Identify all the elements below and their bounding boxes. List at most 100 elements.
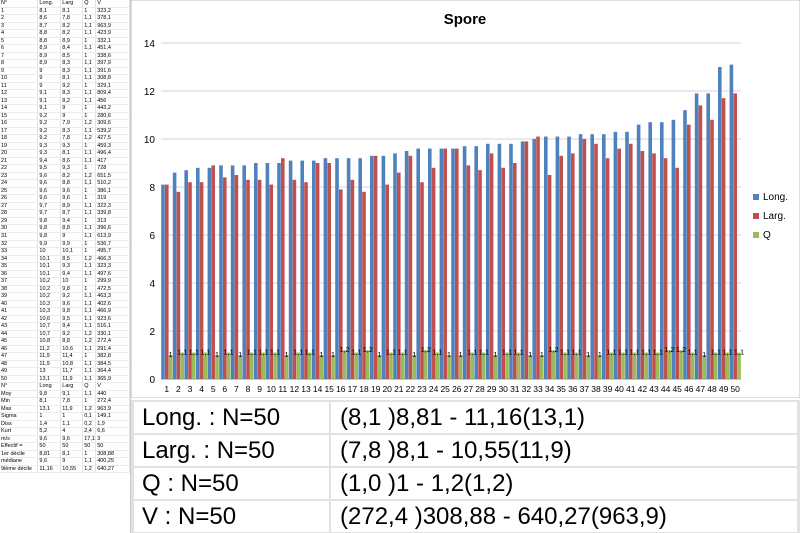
table-cell[interactable]: 1,2 bbox=[82, 465, 97, 474]
table-cell[interactable]: 39 bbox=[0, 292, 39, 301]
table-cell[interactable]: 10 bbox=[37, 247, 62, 256]
table-cell[interactable]: 8 bbox=[0, 59, 39, 68]
table-cell[interactable]: 9 bbox=[37, 67, 62, 76]
table-cell[interactable]: 8,8 bbox=[60, 224, 84, 233]
table-cell[interactable]: 417 bbox=[95, 157, 130, 166]
table-cell[interactable]: 1 bbox=[82, 240, 97, 248]
table-cell[interactable]: 9,6 bbox=[37, 435, 62, 444]
table-cell[interactable]: 9 bbox=[0, 67, 39, 76]
table-cell[interactable]: 9 bbox=[37, 74, 62, 83]
table-cell[interactable]: 510,2 bbox=[95, 179, 130, 188]
table-cell[interactable]: 402,6 bbox=[95, 300, 130, 309]
table-cell[interactable]: m/s bbox=[0, 435, 39, 444]
table-cell[interactable]: 1,2 bbox=[82, 337, 97, 346]
table-cell[interactable]: 1 bbox=[82, 7, 97, 16]
table-cell[interactable]: 9,8 bbox=[37, 217, 62, 226]
table-cell[interactable]: 384,5 bbox=[95, 360, 130, 369]
table-cell[interactable]: 1 bbox=[82, 52, 97, 61]
table-cell[interactable]: 10,1 bbox=[60, 247, 84, 256]
table-cell[interactable]: 29 bbox=[0, 217, 39, 226]
table-cell[interactable]: 45 bbox=[0, 337, 39, 346]
table-cell[interactable]: 8,6 bbox=[60, 157, 84, 166]
table-cell[interactable]: 291,4 bbox=[95, 345, 130, 354]
table-cell[interactable]: 9,2 bbox=[37, 119, 62, 128]
table-cell[interactable]: 9,2 bbox=[37, 134, 62, 143]
table-cell[interactable]: 50 bbox=[82, 442, 97, 451]
table-cell[interactable]: V bbox=[95, 382, 130, 391]
table-cell[interactable]: 440 bbox=[95, 390, 130, 399]
table-cell[interactable]: 728 bbox=[95, 164, 130, 173]
table-cell[interactable]: 8,9 bbox=[37, 59, 62, 68]
table-cell[interactable]: 8,3 bbox=[60, 59, 84, 68]
table-cell[interactable]: 1 bbox=[82, 397, 97, 406]
table-cell[interactable]: 1,1 bbox=[82, 89, 97, 98]
table-cell[interactable]: 2,4 bbox=[82, 427, 97, 436]
table-cell[interactable]: 9,6 bbox=[37, 457, 62, 466]
table-cell[interactable]: 17,1 bbox=[82, 435, 97, 444]
table-cell[interactable]: 13,1 bbox=[37, 405, 62, 414]
table-cell[interactable]: 25 bbox=[0, 187, 39, 196]
table-cell[interactable]: 1,1 bbox=[82, 74, 97, 83]
table-cell[interactable]: médiane bbox=[0, 457, 39, 466]
table-cell[interactable]: 1,1 bbox=[82, 270, 97, 279]
table-cell[interactable]: 10,2 bbox=[37, 277, 62, 286]
table-cell[interactable]: 9,3 bbox=[60, 164, 84, 173]
table-cell[interactable]: 16 bbox=[0, 119, 39, 128]
table-cell[interactable]: 9,4 bbox=[60, 322, 84, 331]
table-cell[interactable]: 9,3 bbox=[37, 149, 62, 158]
table-cell[interactable]: 1,1 bbox=[82, 390, 97, 399]
table-cell[interactable]: Max bbox=[0, 405, 39, 414]
table-cell[interactable]: 10,6 bbox=[60, 345, 84, 354]
table-cell[interactable]: 472,5 bbox=[95, 285, 130, 294]
table-cell[interactable]: 9,2 bbox=[60, 82, 84, 91]
table-cell[interactable]: 9 bbox=[60, 232, 84, 241]
table-cell[interactable]: 9,8 bbox=[37, 224, 62, 233]
table-cell[interactable]: 516,1 bbox=[95, 322, 130, 331]
table-cell[interactable]: 9,6 bbox=[60, 435, 84, 444]
table-cell[interactable]: 37 bbox=[0, 277, 39, 286]
table-cell[interactable]: 1 bbox=[0, 7, 39, 16]
table-cell[interactable]: 1 bbox=[82, 217, 97, 226]
table-cell[interactable]: 1,1 bbox=[82, 360, 97, 369]
table-cell[interactable]: 41 bbox=[0, 307, 39, 316]
table-cell[interactable]: 1,1 bbox=[82, 157, 97, 166]
table-cell[interactable]: 963,9 bbox=[95, 22, 130, 31]
table-cell[interactable]: 10,3 bbox=[37, 300, 62, 309]
table-cell[interactable]: 3 bbox=[95, 435, 130, 444]
table-cell[interactable]: 10 bbox=[0, 74, 39, 83]
table-cell[interactable]: 8,1 bbox=[60, 149, 84, 158]
table-cell[interactable]: 299,9 bbox=[95, 277, 130, 286]
table-cell[interactable]: 9,8 bbox=[60, 307, 84, 316]
table-cell[interactable]: 1 bbox=[82, 194, 97, 203]
table-cell[interactable]: 44 bbox=[0, 330, 39, 339]
table-cell[interactable]: 17 bbox=[0, 127, 39, 136]
table-cell[interactable]: 32 bbox=[0, 240, 39, 248]
table-cell[interactable]: 1,9 bbox=[95, 420, 130, 429]
table-cell[interactable]: 10,8 bbox=[37, 337, 62, 346]
table-cell[interactable]: 1,1 bbox=[82, 300, 97, 309]
table-cell[interactable]: 8,2 bbox=[60, 22, 84, 31]
table-cell[interactable]: 8,5 bbox=[60, 52, 84, 61]
table-cell[interactable]: 35 bbox=[0, 262, 39, 271]
table-cell[interactable]: Sigma bbox=[0, 412, 39, 421]
table-cell[interactable]: 33 bbox=[0, 247, 39, 256]
table-cell[interactable]: 149,1 bbox=[95, 412, 130, 421]
table-cell[interactable]: 1,1 bbox=[82, 322, 97, 331]
table-cell[interactable]: 10,1 bbox=[37, 255, 62, 264]
table-cell[interactable]: 42 bbox=[0, 315, 39, 324]
table-cell[interactable]: 386,1 bbox=[95, 187, 130, 196]
table-cell[interactable]: 1,1 bbox=[60, 420, 84, 429]
table-cell[interactable]: 22 bbox=[0, 164, 39, 173]
table-cell[interactable]: 323,3 bbox=[95, 262, 130, 271]
table-cell[interactable]: 11,2 bbox=[37, 345, 62, 354]
table-cell[interactable]: 423,9 bbox=[95, 29, 130, 38]
table-cell[interactable]: 9,3 bbox=[60, 142, 84, 151]
table-cell[interactable]: 12 bbox=[0, 89, 39, 98]
table-cell[interactable]: 1,1 bbox=[82, 44, 97, 53]
table-cell[interactable]: 9 bbox=[60, 112, 84, 121]
table-cell[interactable]: 456 bbox=[95, 97, 130, 106]
table-cell[interactable]: 1,1 bbox=[82, 127, 97, 136]
table-cell[interactable]: 1 bbox=[82, 104, 97, 113]
table-cell[interactable]: 9,6 bbox=[60, 187, 84, 196]
table-cell[interactable]: 9,6 bbox=[60, 194, 84, 203]
